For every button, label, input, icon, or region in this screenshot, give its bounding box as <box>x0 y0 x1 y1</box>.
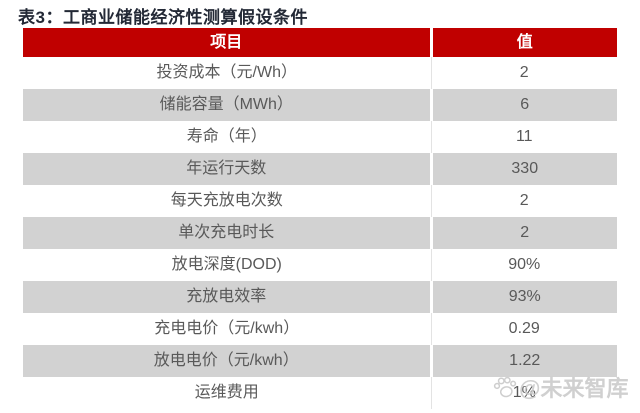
item-cell: 充放电效率 <box>23 281 433 313</box>
header-value: 值 <box>431 28 617 57</box>
value-cell: 0.29 <box>431 313 617 345</box>
item-cell: 储能容量（MWh） <box>23 89 433 121</box>
table-title: 表3：工商业储能经济性测算假设条件 <box>18 8 308 27</box>
value-cell: 1.22 <box>431 345 617 377</box>
item-cell: 放电深度(DOD) <box>23 249 432 281</box>
value-cell: 1% <box>431 377 617 409</box>
table-row: 充电电价（元/kwh） 0.29 <box>23 313 617 345</box>
item-cell: 单次充电时长 <box>23 217 433 249</box>
table-row: 充放电效率 93% <box>23 281 617 313</box>
value-cell: 11 <box>431 121 617 153</box>
value-cell: 93% <box>431 281 617 313</box>
assumptions-table: 项目 值 投资成本（元/Wh） 2 储能容量（MWh） 6 寿命（年） 11 年运行天数 33… <box>23 28 617 409</box>
value-cell: 330 <box>431 153 617 185</box>
table-row: 储能容量（MWh） 6 <box>23 89 617 121</box>
item-cell: 放电电价（元/kwh） <box>23 345 433 377</box>
watermark: @未来智库 <box>492 371 628 403</box>
item-cell: 投资成本（元/Wh） <box>23 57 432 89</box>
table-row: 每天充放电次数 2 <box>23 185 617 217</box>
header-item: 项目 <box>23 28 433 57</box>
value-cell: 6 <box>431 89 617 121</box>
table-row: 放电深度(DOD) 90% <box>23 249 617 281</box>
table-row: 投资成本（元/Wh） 2 <box>23 57 617 89</box>
paw-icon <box>492 374 518 400</box>
item-cell: 充电电价（元/kwh） <box>23 313 432 345</box>
value-cell: 2 <box>431 217 617 249</box>
item-cell: 每天充放电次数 <box>23 185 432 217</box>
table-row: 年运行天数 330 <box>23 153 617 185</box>
table-row: 放电电价（元/kwh） 1.22 <box>23 345 617 377</box>
item-cell: 年运行天数 <box>23 153 433 185</box>
table-body: 投资成本（元/Wh） 2 储能容量（MWh） 6 寿命（年） 11 年运行天数 330 每天充放… <box>23 57 617 409</box>
header-row: 项目 值 <box>23 28 617 57</box>
value-cell: 90% <box>431 249 617 281</box>
value-cell: 2 <box>431 57 617 89</box>
table-row: 寿命（年） 11 <box>23 121 617 153</box>
table-row: 运维费用 1% <box>23 377 617 409</box>
value-cell: 2 <box>431 185 617 217</box>
item-cell: 运维费用 <box>23 377 432 409</box>
table-row: 单次充电时长 2 <box>23 217 617 249</box>
item-cell: 寿命（年） <box>23 121 432 153</box>
watermark-text: @未来智库 <box>519 376 629 401</box>
